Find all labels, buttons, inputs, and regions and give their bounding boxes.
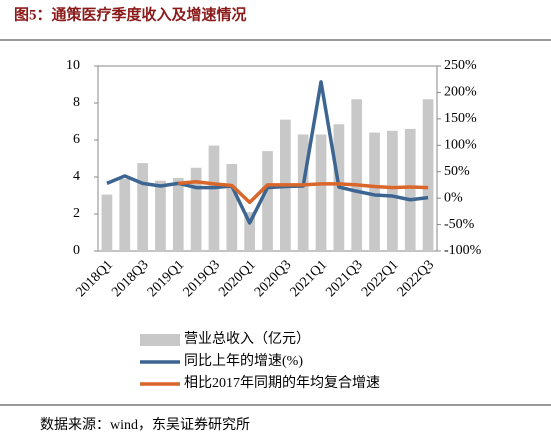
legend-label: 同比上年的增速(%) bbox=[184, 353, 303, 369]
legend-swatch bbox=[140, 334, 180, 346]
line bbox=[178, 180, 429, 205]
bar bbox=[262, 151, 273, 251]
title: 图5：通策医疗季度收入及增速情况 bbox=[14, 5, 247, 23]
line bbox=[106, 80, 429, 225]
x-tick-label: 2019Q3 bbox=[181, 257, 224, 300]
source: 数据来源：wind，东吴证券研究所 bbox=[40, 417, 250, 433]
bar bbox=[119, 178, 131, 251]
y2-tick-label: 200% bbox=[444, 85, 477, 100]
bar bbox=[244, 212, 256, 251]
legend-label: 营业总收入（亿元） bbox=[184, 331, 310, 347]
legend-label: 相比2017年同期的年均复合增速 bbox=[184, 374, 380, 391]
y-tick-label: 6 bbox=[73, 132, 80, 147]
y-tick-label: 8 bbox=[73, 95, 80, 110]
bar bbox=[208, 145, 220, 251]
bar bbox=[315, 134, 327, 251]
bar bbox=[404, 128, 416, 251]
chart: 0 2 4 6 8 10 -100% -50% 0% 50% 100% 150% 200% 250% 201… bbox=[66, 58, 482, 391]
y-tick-label: 4 bbox=[73, 169, 80, 184]
y2-tick-label: -50% bbox=[444, 217, 475, 232]
bar bbox=[369, 132, 380, 251]
bar bbox=[422, 99, 434, 251]
y2-tick-label: -100% bbox=[444, 243, 482, 258]
bar bbox=[190, 167, 202, 251]
bar bbox=[351, 99, 363, 251]
y2-tick-label: 150% bbox=[444, 111, 477, 126]
bar bbox=[387, 130, 398, 251]
y2-tick-label: 100% bbox=[444, 138, 477, 153]
x-tick-label: 2021Q1 bbox=[288, 257, 331, 300]
bar bbox=[137, 163, 148, 251]
bar bbox=[172, 177, 184, 251]
bar bbox=[226, 164, 238, 251]
x-tick-label: 2019Q1 bbox=[145, 257, 188, 300]
x-tick-label: 2018Q1 bbox=[74, 257, 117, 300]
x-tick-label: 2022Q3 bbox=[395, 257, 438, 300]
bar bbox=[297, 134, 309, 251]
bar bbox=[155, 180, 166, 251]
bar bbox=[101, 194, 113, 251]
x-tick-label: 2020Q3 bbox=[252, 257, 295, 300]
x-tick-label: 2018Q3 bbox=[109, 257, 152, 300]
y2-tick-label: 50% bbox=[444, 164, 470, 179]
x-tick-label: 2022Q1 bbox=[359, 257, 402, 300]
x-tick-label: 2020Q1 bbox=[216, 257, 259, 300]
y2-tick-label: 250% bbox=[444, 58, 477, 73]
y2-tick-label: 0% bbox=[444, 190, 463, 205]
y-tick-label: 0 bbox=[73, 243, 80, 258]
y-tick-label: 10 bbox=[66, 58, 80, 73]
y-tick-label: 2 bbox=[73, 206, 80, 221]
x-tick-label: 2021Q3 bbox=[323, 257, 366, 300]
